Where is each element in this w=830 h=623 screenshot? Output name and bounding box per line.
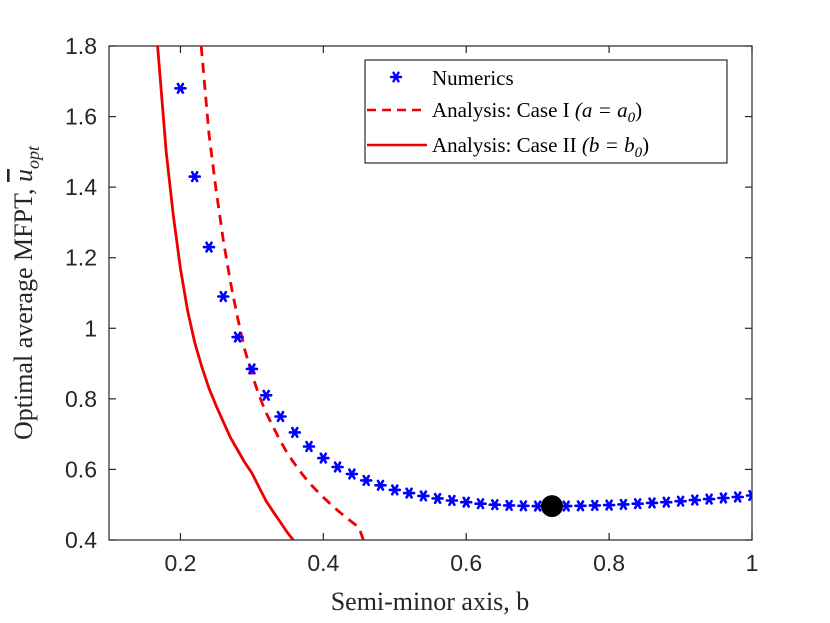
numerics-point bbox=[659, 496, 673, 508]
x-tick-label: 0.6 bbox=[450, 550, 482, 576]
y-tick-label: 1.4 bbox=[65, 174, 97, 200]
legend: Numerics Analysis: Case I (a = a0) Analy… bbox=[364, 59, 728, 164]
numerics-point bbox=[445, 494, 459, 507]
series-case-i-dashed-line bbox=[199, 46, 365, 540]
numerics-point bbox=[688, 494, 702, 506]
numerics-point bbox=[588, 499, 602, 512]
x-axis-label: Semi-minor axis, b bbox=[331, 587, 530, 616]
x-tick-label: 0.8 bbox=[593, 550, 625, 576]
legend-label-numerics: Numerics bbox=[432, 66, 514, 90]
numerics-point bbox=[602, 499, 616, 511]
numerics-point bbox=[231, 331, 244, 343]
numerics-point bbox=[745, 489, 752, 502]
optimal-point-marker bbox=[540, 495, 563, 518]
numerics-markers bbox=[174, 82, 752, 512]
numerics-point bbox=[188, 170, 201, 183]
y-axis-ticks: 0.4 0.6 0.8 1 1.2 1.4 1.6 1.8 bbox=[65, 33, 752, 553]
numerics-point bbox=[502, 499, 516, 512]
legend-label-case-ii-sub: 0 bbox=[635, 145, 643, 161]
numerics-point bbox=[574, 500, 587, 512]
legend-label-case-i-sub: 0 bbox=[628, 110, 636, 126]
x-tick-label: 0.2 bbox=[164, 550, 196, 576]
numerics-point bbox=[631, 498, 645, 510]
x-tick-label: 0.4 bbox=[307, 550, 339, 576]
numerics-point bbox=[488, 499, 502, 511]
legend-label-case-i: Analysis: Case I (a = a0) bbox=[432, 98, 642, 126]
legend-label-case-ii-math: (b = b bbox=[582, 133, 635, 157]
numerics-point bbox=[331, 461, 344, 473]
numerics-point bbox=[617, 498, 630, 511]
y-axis-label-symbol: u bbox=[9, 169, 38, 182]
numerics-point bbox=[474, 498, 487, 510]
optimal-point-group bbox=[540, 495, 563, 518]
numerics-point bbox=[245, 363, 259, 375]
y-tick-label: 1 bbox=[84, 315, 97, 341]
legend-label-case-i-math: (a = a bbox=[575, 98, 628, 122]
numerics-point bbox=[217, 290, 230, 303]
numerics-point bbox=[388, 484, 402, 496]
numerics-point bbox=[374, 479, 387, 491]
numerics-point bbox=[302, 440, 316, 453]
numerics-point bbox=[417, 490, 430, 502]
y-tick-label: 0.8 bbox=[65, 386, 97, 412]
numerics-point bbox=[316, 452, 330, 464]
legend-label-case-i-text: Analysis: Case I bbox=[432, 98, 575, 122]
y-tick-label: 0.6 bbox=[65, 456, 97, 482]
y-axis-label-subscript: opt bbox=[23, 145, 43, 169]
numerics-point bbox=[431, 492, 444, 505]
plot-frame bbox=[108, 45, 753, 541]
numerics-point bbox=[259, 389, 273, 401]
x-axis-ticks: 0.2 0.4 0.6 0.8 1 bbox=[164, 46, 758, 576]
numerics-point bbox=[359, 474, 373, 487]
numerics-point bbox=[517, 500, 530, 512]
numerics-point bbox=[202, 241, 216, 253]
legend-label-case-i-end: ) bbox=[635, 98, 642, 122]
numerics-point bbox=[702, 493, 716, 505]
y-axis-label: Optimal average MFPT, uopt bbox=[9, 145, 43, 440]
y-tick-label: 0.4 bbox=[65, 527, 97, 553]
numerics-point bbox=[459, 496, 473, 508]
y-tick-label: 1.8 bbox=[65, 33, 97, 59]
legend-entry-numerics: Numerics bbox=[389, 66, 514, 90]
legend-marker-asterisk bbox=[389, 71, 403, 83]
legend-label-case-ii: Analysis: Case II (b = b0) bbox=[432, 133, 649, 161]
numerics-point bbox=[674, 495, 687, 507]
series-case-ii-solid-line bbox=[156, 46, 295, 540]
numerics-point bbox=[288, 426, 302, 439]
numerics-point bbox=[402, 487, 416, 499]
y-axis-label-text: Optimal average MFPT, bbox=[9, 182, 38, 440]
analysis-curves bbox=[156, 46, 365, 540]
numerics-point bbox=[717, 492, 730, 504]
y-tick-label: 1.6 bbox=[65, 104, 97, 130]
legend-label-case-ii-end: ) bbox=[642, 133, 649, 157]
numerics-point bbox=[274, 410, 287, 423]
numerics-point bbox=[345, 468, 359, 480]
axes-box bbox=[108, 45, 753, 541]
numerics-point bbox=[731, 491, 745, 503]
numerics-point bbox=[174, 82, 187, 94]
legend-entry-case-i: Analysis: Case I (a = a0) bbox=[367, 98, 642, 126]
y-tick-label: 1.2 bbox=[65, 245, 97, 271]
x-tick-label: 1 bbox=[746, 550, 759, 576]
legend-label-case-ii-text: Analysis: Case II bbox=[432, 133, 582, 157]
numerics-point bbox=[645, 497, 659, 509]
legend-entry-case-ii: Analysis: Case II (b = b0) bbox=[367, 133, 649, 161]
